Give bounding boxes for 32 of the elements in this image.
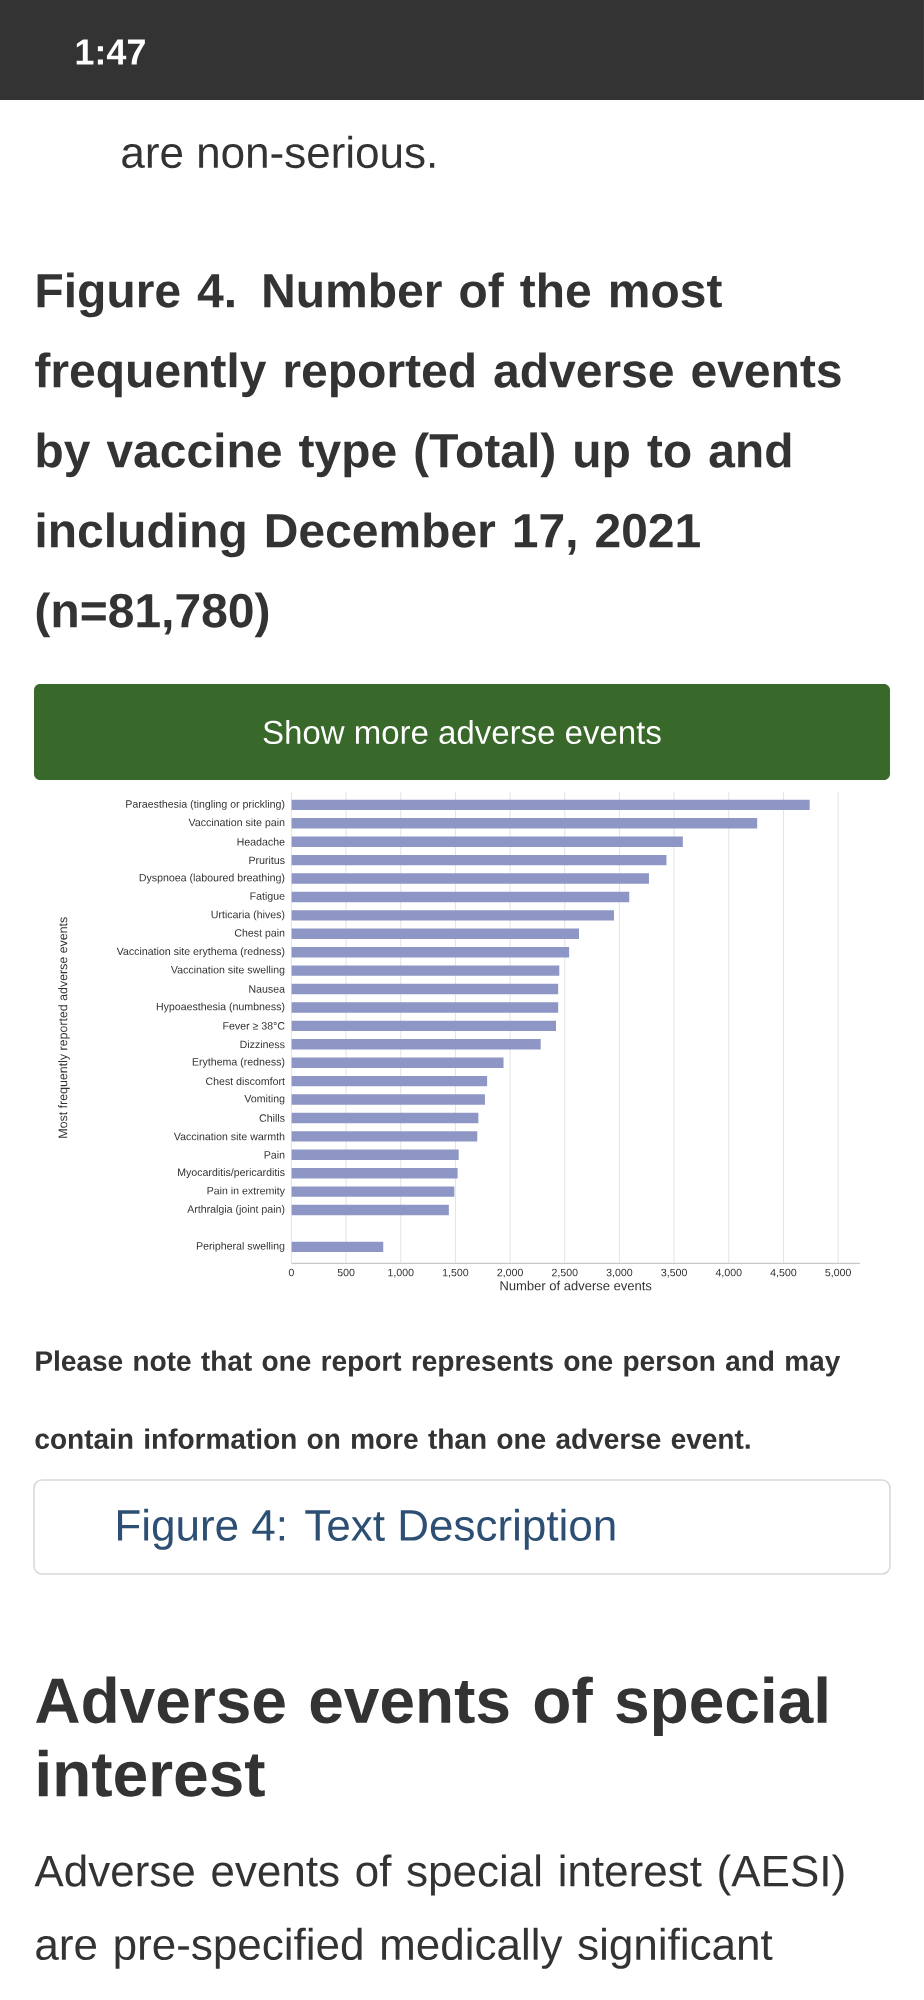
bar (291, 1020, 556, 1032)
bar (291, 891, 630, 903)
bar (291, 1131, 478, 1142)
bar (291, 910, 614, 921)
bar (291, 1204, 449, 1216)
bar (291, 983, 559, 995)
bar (291, 1039, 541, 1050)
text: 1:47 (76, 39, 145, 65)
bar (291, 873, 649, 884)
bar (291, 1167, 458, 1179)
caption: Figure 4: Text Description (118, 1508, 615, 1550)
bar (291, 928, 579, 940)
bar (291, 799, 810, 811)
text: Adverse events of special interest (36, 1676, 827, 1797)
bar (291, 836, 683, 847)
bar (291, 1112, 479, 1124)
bar (291, 965, 560, 976)
bar (291, 947, 570, 958)
bar (291, 1094, 485, 1105)
text: Show more adverse events (263, 719, 661, 745)
bar (291, 818, 758, 829)
chart-title: Figure 4. Number of the most frequently reported adverse events by vaccine type (Total) up to and including December 17, 2021 (n=81,780) (35, 272, 841, 638)
bar (291, 1241, 384, 1253)
bar (291, 1186, 455, 1197)
bar (291, 1149, 459, 1160)
text: are non-serious. (122, 135, 435, 169)
bar (291, 854, 667, 866)
text: Please note that one report represents one person and may contain information on more than one adverse event. (35, 1350, 841, 1449)
text: Adverse events of special interest (AESI) are pre-specified medically significant (34, 1854, 844, 1969)
bar (291, 1075, 488, 1087)
bar (291, 1002, 559, 1013)
bar (291, 1057, 504, 1068)
